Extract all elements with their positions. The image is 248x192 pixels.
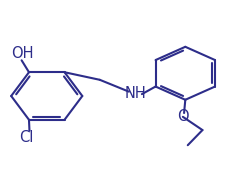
Text: Cl: Cl xyxy=(19,130,34,145)
Text: O: O xyxy=(177,109,189,124)
Text: OH: OH xyxy=(12,46,34,61)
Text: NH: NH xyxy=(124,86,146,101)
